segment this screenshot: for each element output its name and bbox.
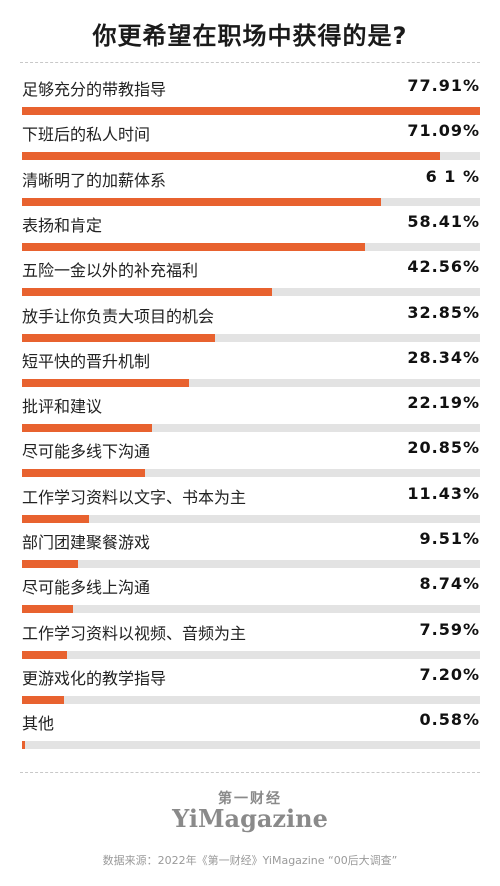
bar-row: 工作学习资料以视频、音频为主 7.59% [20,620,480,666]
bar-category-label: 尽可能多线下沟通 [22,442,151,462]
bar-fill [22,152,440,161]
bar-track [22,605,480,614]
bar-track [22,469,480,478]
bar-row: 足够充分的带教指导 77.91% [20,76,480,122]
bar-value-label: 0.58% [419,710,480,730]
bar-track [22,242,480,251]
bar-category-label: 五险一金以外的补充福利 [22,261,199,281]
bar-value-label: 9.51% [419,529,480,548]
bar-fill [22,560,78,568]
bar-row: 五险一金以外的补充福利 42.56% [20,257,480,303]
bar-track [22,152,480,161]
bar-track [22,695,480,704]
bar-fill [22,741,26,750]
bar-value-label: 8.74% [419,574,480,594]
bar-value-label: 11.43% [407,483,480,503]
bar-fill [22,288,273,297]
top-divider [20,62,480,63]
bar-row: 下班后的私人时间 71.09% [20,121,480,167]
bar-category-label: 工作学习资料以视频、音频为主 [22,623,247,643]
data-source-note: 数据来源：2022年《第一财经》YiMagazine “00后大调查” [102,854,398,867]
bar-track [22,424,480,433]
bar-row: 尽可能多线下沟通 20.85% [20,438,480,484]
bar-fill [22,424,153,433]
bar-category-label: 更游戏化的教学指导 [22,668,167,688]
bar-fill [22,605,74,614]
bar-track [22,288,480,297]
bar-fill [22,242,366,251]
bar-fill [22,333,216,342]
brand-logo-en: YiMagazine [172,804,328,833]
bar-track [22,514,480,523]
bar-fill [22,695,65,704]
chart-title: 你更希望在职场中获得的是? [92,22,408,50]
bar-value-label: 71.09% [407,121,480,141]
bar-row: 尽可能多线上沟通 8.74% [20,574,480,620]
bar-category-label: 部门团建聚餐游戏 [22,533,151,552]
bar-category-label: 放手让你负责大项目的机会 [22,306,215,326]
bar-category-label: 下班后的私人时间 [22,125,151,145]
bar-value-label: 32.85% [407,302,480,322]
bar-value-label: 7.20% [419,664,480,684]
bar-category-label: 短平快的晋升机制 [22,351,151,371]
bar-category-label: 工作学习资料以文字、书本为主 [22,487,247,507]
bar-track [22,560,480,568]
bar-value-label: 20.85% [407,438,480,458]
bar-row: 部门团建聚餐游戏 9.51% [20,529,480,575]
bar-row: 工作学习资料以文字、书本为主 11.43% [20,484,480,530]
bar-row: 批评和建议 22.19% [20,393,480,439]
bar-value-label: 77.91% [407,76,480,95]
bar-fill [22,378,189,387]
bar-track [22,197,480,206]
bar-row: 短平快的晋升机制 28.34% [20,348,480,394]
bar-fill [22,107,480,115]
bar-row: 放手让你负责大项目的机会 32.85% [20,303,480,349]
bar-category-label: 足够充分的带教指导 [22,80,167,99]
bar-track [22,650,480,659]
brand-logo-cn: 第一财经 [218,791,282,807]
bar-category-label: 批评和建议 [22,397,103,417]
bar-value-label: 6 1 % [425,166,480,186]
bar-value-label: 7.59% [419,619,480,639]
bottom-divider [20,772,480,773]
bar-category-label: 清晰明了的加薪体系 [22,170,167,190]
bar-track [22,333,480,342]
bar-value-label: 42.56% [407,257,480,277]
bar-fill [22,514,90,523]
bar-track [22,107,480,115]
bar-track [22,378,480,387]
bar-row: 表扬和肯定 58.41% [20,212,480,258]
bar-row: 其他 0.58% [20,710,480,756]
bar-category-label: 表扬和肯定 [22,215,103,235]
bar-value-label: 22.19% [407,393,480,413]
bar-fill [22,469,145,478]
bar-category-label: 其他 [22,714,55,734]
bar-row: 更游戏化的教学指导 7.20% [20,665,480,711]
bar-value-label: 28.34% [407,347,480,367]
bar-fill [22,197,381,206]
bar-category-label: 尽可能多线上沟通 [22,578,151,598]
bar-fill [22,650,67,659]
bar-value-label: 58.41% [407,211,480,231]
bar-row: 清晰明了的加薪体系 6 1 % [20,167,480,213]
bar-track [22,741,480,750]
